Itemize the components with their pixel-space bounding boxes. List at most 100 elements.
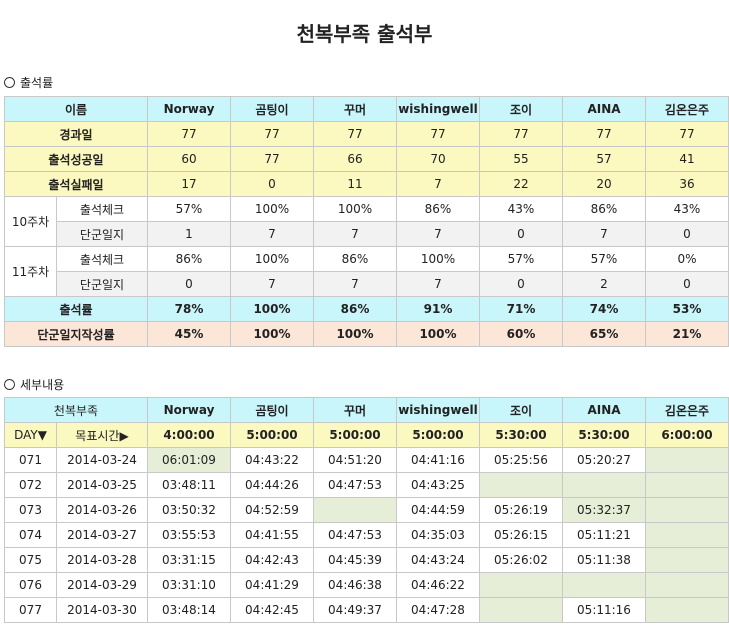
time-cell: 03:31:15	[147, 547, 231, 573]
time-cell: 05:25:56	[479, 447, 563, 473]
table-cell: 22	[479, 171, 563, 197]
table-cell: 55	[479, 146, 563, 172]
table-cell: 100%	[313, 321, 397, 347]
time-cell	[479, 597, 563, 623]
target-time: 6:00:00	[645, 422, 729, 448]
time-cell: 04:49:37	[313, 597, 397, 623]
table-cell: 100%	[230, 321, 314, 347]
date-cell: 2014-03-25	[56, 472, 148, 498]
table-cell: 77	[230, 146, 314, 172]
member-header: 김온은주	[645, 397, 729, 423]
time-cell: 04:46:38	[313, 572, 397, 598]
time-cell: 04:47:53	[313, 522, 397, 548]
table-cell: 7	[230, 221, 314, 247]
table-cell: 70	[396, 146, 480, 172]
time-cell	[479, 472, 563, 498]
table-cell: 86%	[313, 246, 397, 272]
table-cell: 86%	[147, 246, 231, 272]
time-cell	[645, 522, 729, 548]
table-cell: 57%	[479, 246, 563, 272]
table-cell: 0	[147, 271, 231, 297]
target-time: 5:30:00	[479, 422, 563, 448]
table-cell: 100%	[230, 246, 314, 272]
table-row: 출석실패일 17 0 11 7 22 20 36	[4, 171, 729, 197]
table-row: 11주차 출석체크 86% 100% 86% 100% 57% 57% 0%	[4, 246, 729, 297]
section-label: 출석률	[20, 76, 54, 90]
time-cell	[562, 572, 646, 598]
target-time: 5:00:00	[396, 422, 480, 448]
target-row: DAY▼ 목표시간▶ 4:00:00 5:00:00 5:00:00 5:00:00 5:3…	[4, 422, 729, 448]
table-cell: 7	[230, 271, 314, 297]
journal-label: 단군일지	[56, 221, 148, 247]
member-header: Norway	[147, 96, 231, 122]
table-cell: 43%	[645, 196, 729, 222]
day-cell: 073	[4, 497, 57, 523]
table-cell: 77	[645, 121, 729, 147]
table-cell: 74%	[562, 296, 646, 322]
time-cell	[645, 472, 729, 498]
circle-bullet-icon	[4, 77, 15, 88]
time-cell: 04:43:24	[396, 547, 480, 573]
time-cell: 05:26:02	[479, 547, 563, 573]
table-row: 074 2014-03-27 03:55:53 04:41:55 04:47:53 04:…	[4, 522, 729, 548]
table-cell: 7	[313, 221, 397, 247]
circle-bullet-icon	[4, 379, 15, 390]
day-cell: 077	[4, 597, 57, 623]
table-cell: 21%	[645, 321, 729, 347]
journal-label: 단군일지	[56, 271, 148, 297]
time-cell: 04:44:26	[230, 472, 314, 498]
day-cell: 074	[4, 522, 57, 548]
table-row: 단군일지작성률 45% 100% 100% 100% 60% 65% 21%	[4, 321, 729, 347]
time-cell: 04:43:22	[230, 447, 314, 473]
date-cell: 2014-03-24	[56, 447, 148, 473]
table-cell: 45%	[147, 321, 231, 347]
member-header: Norway	[147, 397, 231, 423]
member-header: 조이	[479, 397, 563, 423]
table-cell: 60	[147, 146, 231, 172]
table-cell: 20	[562, 171, 646, 197]
table-row: 단군일지 1 7 7 7 0 7 0	[5, 221, 729, 247]
date-cell: 2014-03-30	[56, 597, 148, 623]
table-row: 출석률 78% 100% 86% 91% 71% 74% 53%	[4, 296, 729, 322]
time-cell: 04:41:29	[230, 572, 314, 598]
member-header: AINA	[562, 397, 646, 423]
table-row: 077 2014-03-30 03:48:14 04:42:45 04:49:37 04:…	[4, 597, 729, 623]
check-label: 출석체크	[56, 196, 148, 222]
table-cell: 53%	[645, 296, 729, 322]
time-cell: 04:44:59	[396, 497, 480, 523]
time-cell	[645, 497, 729, 523]
header-row: 천복부족 Norway 곰팅이 꾸머 wishingwell 조이 AINA 김온은주	[4, 397, 729, 423]
date-cell: 2014-03-27	[56, 522, 148, 548]
table-cell: 100%	[313, 196, 397, 222]
time-cell: 03:50:32	[147, 497, 231, 523]
week-label: 11주차	[4, 246, 57, 297]
time-cell: 05:11:16	[562, 597, 646, 623]
table-cell: 0	[479, 221, 563, 247]
table-cell: 77	[562, 121, 646, 147]
table-cell: 71%	[479, 296, 563, 322]
time-cell: 05:32:37	[562, 497, 646, 523]
table-cell: 57	[562, 146, 646, 172]
table-cell: 77	[147, 121, 231, 147]
section-detail-heading: 세부내용	[4, 376, 64, 393]
time-cell: 03:48:14	[147, 597, 231, 623]
time-cell: 03:48:11	[147, 472, 231, 498]
time-cell: 04:41:55	[230, 522, 314, 548]
member-header: 곰팅이	[230, 96, 314, 122]
table-cell: 7	[396, 221, 480, 247]
time-cell	[479, 572, 563, 598]
table-cell: 65%	[562, 321, 646, 347]
table-row: 073 2014-03-26 03:50:32 04:52:59 04:44:59 05:…	[4, 497, 729, 523]
time-cell: 03:55:53	[147, 522, 231, 548]
table-cell: 57%	[147, 196, 231, 222]
table-row: 출석성공일 60 77 66 70 55 57 41	[4, 146, 729, 172]
day-cell: 071	[4, 447, 57, 473]
check-label: 출석체크	[56, 246, 148, 272]
time-cell: 05:11:38	[562, 547, 646, 573]
time-cell	[562, 472, 646, 498]
table-cell: 100%	[230, 196, 314, 222]
table-cell: 36	[645, 171, 729, 197]
table-cell: 77	[230, 121, 314, 147]
table-cell: 7	[313, 271, 397, 297]
table-cell: 41	[645, 146, 729, 172]
